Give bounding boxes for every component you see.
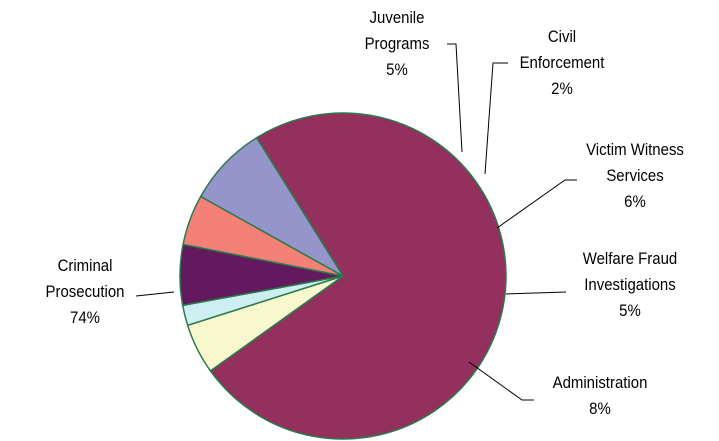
label-civil-enforcement-line1: Civil xyxy=(547,27,577,46)
label-victim-witness-services-percent: 6% xyxy=(624,192,646,211)
label-criminal-prosecution-line2: Prosecution xyxy=(45,282,125,301)
label-juvenile-programs-line1: Juvenile xyxy=(369,8,425,27)
label-criminal-prosecution-percent: 74% xyxy=(70,308,100,327)
leader-criminal-prosecution xyxy=(135,291,175,297)
label-civil-enforcement-line2: Enforcement xyxy=(519,53,605,72)
leader-juvenile-programs xyxy=(447,43,463,153)
label-victim-witness-services-line2: Services xyxy=(606,166,664,185)
leader-administration xyxy=(468,361,534,401)
label-welfare-fraud-investigations-percent: 5% xyxy=(619,301,641,320)
label-juvenile-programs: Juvenile Programs 5% xyxy=(344,5,450,83)
leader-welfare-fraud-investigations xyxy=(505,291,567,295)
label-welfare-fraud-investigations: Welfare Fraud Investigations 5% xyxy=(564,246,696,324)
leader-victim-witness-services xyxy=(496,179,577,229)
leader-civil-enforcement xyxy=(484,62,508,175)
label-victim-witness-services-line1: Victim Witness xyxy=(586,140,684,159)
label-victim-witness-services: Victim Witness Services 6% xyxy=(569,137,701,215)
label-civil-enforcement-percent: 2% xyxy=(551,79,573,98)
label-juvenile-programs-line2: Programs xyxy=(364,34,430,53)
label-juvenile-programs-percent: 5% xyxy=(386,60,408,79)
label-criminal-prosecution-line1: Criminal xyxy=(57,256,113,275)
label-administration: Administration 8% xyxy=(538,370,661,422)
slice-criminal-prosecution xyxy=(209,112,507,440)
label-administration-percent: 8% xyxy=(589,399,611,418)
slice-administration xyxy=(199,137,344,277)
label-administration-line1: Administration xyxy=(552,373,648,392)
label-welfare-fraud-investigations-line1: Welfare Fraud xyxy=(582,249,678,268)
label-criminal-prosecution: Criminal Prosecution 74% xyxy=(28,253,142,331)
label-welfare-fraud-investigations-line2: Investigations xyxy=(584,275,676,294)
label-civil-enforcement: Civil Enforcement 2% xyxy=(505,24,619,102)
